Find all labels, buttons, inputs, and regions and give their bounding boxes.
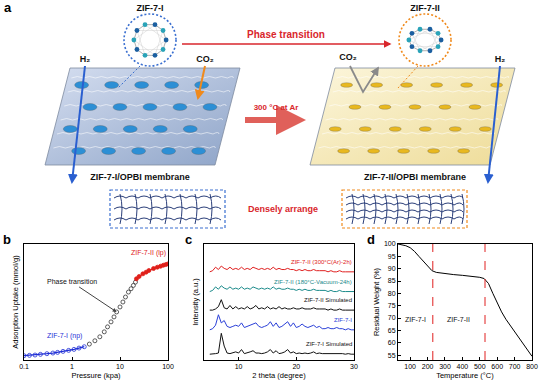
svg-text:ZIF-7-II: ZIF-7-II [410,3,440,13]
svg-text:10: 10 [116,363,124,370]
svg-text:30: 30 [350,363,358,370]
svg-text:Phase transition: Phase transition [47,278,97,285]
svg-text:85: 85 [388,277,396,284]
html-text:d: d [367,232,375,247]
svg-text:100: 100 [384,240,396,247]
svg-text:Residual Weight (%): Residual Weight (%) [372,267,381,336]
svg-text:ZIF-7-II Simulated: ZIF-7-II Simulated [304,297,352,303]
html-text:b: b [3,232,11,247]
svg-text:Adsorption Uptake (mmol/g): Adsorption Uptake (mmol/g) [11,255,20,349]
svg-text:700: 700 [509,363,521,370]
svg-text:CO₂: CO₂ [196,54,214,64]
svg-text:ZIF-7-II/OPBI membrane: ZIF-7-II/OPBI membrane [364,172,466,182]
svg-text:H₂: H₂ [495,54,506,64]
svg-text:ZIF-7-I Simulated: ZIF-7-I Simulated [306,341,352,347]
svg-text:Temperature (°C): Temperature (°C) [436,371,494,380]
svg-text:90: 90 [388,265,396,272]
svg-text:200: 200 [422,363,434,370]
svg-text:Intensity (a.u.): Intensity (a.u.) [191,278,200,326]
svg-text:300: 300 [439,363,451,370]
svg-text:ZIF-7-II: ZIF-7-II [447,316,470,323]
svg-text:100: 100 [404,363,416,370]
svg-text:65: 65 [388,327,396,334]
svg-text:300 °C at Ar: 300 °C at Ar [254,103,299,112]
svg-text:55: 55 [388,352,396,359]
svg-text:80: 80 [388,290,396,297]
svg-text:ZIF-7-I (np): ZIF-7-I (np) [47,332,82,340]
svg-text:ZIF-7-I/OPBI membrane: ZIF-7-I/OPBI membrane [90,172,190,182]
html-text:c: c [185,232,193,247]
svg-text:ZIF-7-I: ZIF-7-I [405,316,426,323]
svg-text:ZIF-7-I: ZIF-7-I [137,3,164,13]
svg-text:75: 75 [388,302,396,309]
svg-text:ZIF-7-II (lp): ZIF-7-II (lp) [131,249,166,257]
svg-text:500: 500 [474,363,486,370]
svg-text:400: 400 [457,363,469,370]
svg-text:Densely arrange: Densely arrange [248,204,318,214]
svg-text:10: 10 [235,363,243,370]
svg-text:Phase transition: Phase transition [247,29,325,40]
svg-text:70: 70 [388,314,396,321]
svg-text:Pressure (kpa): Pressure (kpa) [71,371,121,380]
svg-text:95: 95 [388,253,396,260]
svg-text:1: 1 [70,363,74,370]
svg-text:20: 20 [292,363,300,370]
svg-text:ZIF-7-II (300°C(Ar)-2h): ZIF-7-II (300°C(Ar)-2h) [291,259,352,265]
svg-text:0.1: 0.1 [19,363,29,370]
svg-text:ZIF-7-II (180°C-Vacuum-24h): ZIF-7-II (180°C-Vacuum-24h) [274,279,352,285]
html-text:a: a [4,0,12,15]
svg-text:60: 60 [388,339,396,346]
svg-text:H₂: H₂ [80,54,91,64]
svg-text:2 theta (degree): 2 theta (degree) [252,371,306,380]
svg-text:ZIF-7-I: ZIF-7-I [334,317,352,323]
svg-text:800: 800 [526,363,538,370]
svg-text:600: 600 [491,363,503,370]
svg-text:100: 100 [162,363,174,370]
svg-text:CO₂: CO₂ [339,52,357,62]
